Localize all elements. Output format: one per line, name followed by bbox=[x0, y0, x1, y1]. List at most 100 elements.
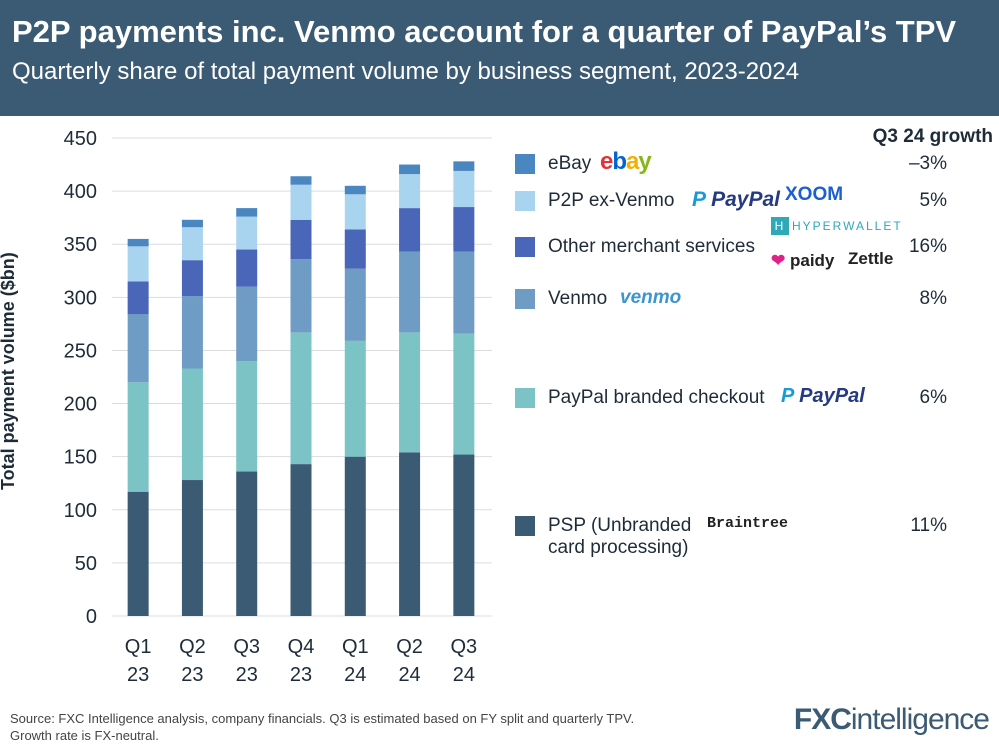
legend-swatch-venmo bbox=[515, 289, 535, 309]
bar-segment bbox=[290, 332, 312, 465]
bar-segment bbox=[344, 456, 366, 616]
hyperwallet-logo: H HYPERWALLET bbox=[771, 217, 903, 235]
x-tick-label: Q2 bbox=[396, 636, 423, 658]
footer-line1: Source: FXC Intelligence analysis, compa… bbox=[10, 711, 635, 726]
x-tick-label: Q3 bbox=[233, 636, 260, 658]
y-tick-label: 0 bbox=[86, 606, 97, 628]
bar-segment bbox=[236, 471, 258, 616]
legend-label-p2p: P2P ex-Venmo bbox=[548, 190, 675, 211]
bar-segment bbox=[344, 229, 366, 269]
legend-label-psp-line1: PSP (Unbranded bbox=[548, 515, 692, 536]
y-tick-label: 50 bbox=[75, 553, 97, 575]
bar-segment bbox=[399, 164, 421, 175]
bar-segment bbox=[181, 480, 203, 616]
legend-label-other: Other merchant services bbox=[548, 236, 755, 257]
x-tick-label: 23 bbox=[181, 664, 203, 686]
bar-segment bbox=[290, 464, 312, 616]
bar-segment bbox=[290, 184, 312, 220]
bar-segment bbox=[399, 332, 421, 453]
bar-segment bbox=[453, 170, 475, 208]
legend-label-ebay: eBay bbox=[548, 153, 592, 174]
y-tick-label: 350 bbox=[64, 234, 97, 256]
bar-segment bbox=[290, 259, 312, 333]
x-tick-label: 24 bbox=[398, 664, 420, 686]
legend-swatch-p2p bbox=[515, 191, 535, 211]
braintree-logo-text: Braintree bbox=[707, 515, 789, 532]
bar-segment bbox=[181, 260, 203, 297]
bar-segment bbox=[181, 368, 203, 481]
bar-segment bbox=[290, 176, 312, 185]
x-tick-label: 24 bbox=[453, 664, 475, 686]
bar-segment bbox=[127, 382, 149, 492]
bar-segment bbox=[290, 219, 312, 260]
footer-line2: Growth rate is FX-neutral. bbox=[10, 728, 159, 743]
x-tick-label: 23 bbox=[127, 664, 149, 686]
legend-swatch-other bbox=[515, 237, 535, 257]
legend-label-venmo: Venmo bbox=[548, 288, 608, 309]
bar-segment bbox=[236, 216, 258, 250]
x-tick-label: Q3 bbox=[451, 636, 478, 658]
growth-other: 16% bbox=[908, 236, 947, 257]
braintree-logo: Braintree bbox=[707, 515, 788, 532]
chart-title: P2P payments inc. Venmo account for a qu… bbox=[12, 14, 957, 49]
paypal-logo: P PayPal bbox=[692, 188, 780, 211]
bar-chart: 0 50 100 150 200 250 300 350 400 450 Q1 23 Q2 23 Q3 23 Q… bbox=[64, 128, 492, 686]
paypal-logo-text: PayPal bbox=[711, 188, 780, 211]
growth-p2p: 5% bbox=[919, 190, 947, 211]
paidy-logo: ❤ paidy bbox=[771, 251, 835, 270]
bar-segment bbox=[127, 246, 149, 282]
y-tick-label: 300 bbox=[64, 287, 97, 309]
bar-segment bbox=[236, 208, 258, 217]
xoom-logo: XOOM bbox=[785, 184, 843, 206]
growth-ebay: –3% bbox=[908, 153, 947, 174]
x-tick-label: 24 bbox=[344, 664, 366, 686]
paypal-checkout-logo-text: PayPal bbox=[799, 385, 865, 407]
zettle-logo-text: Zettle bbox=[848, 249, 894, 268]
y-tick-label: 250 bbox=[64, 340, 97, 362]
bar-segment bbox=[236, 361, 258, 472]
x-tick-label: 23 bbox=[290, 664, 312, 686]
brand-logo-a: FXC bbox=[793, 703, 852, 736]
y-axis-label: Total payment volume ($bn) bbox=[0, 252, 18, 490]
bar-segment bbox=[344, 268, 366, 341]
bar-segment bbox=[127, 281, 149, 315]
bar-segment bbox=[236, 249, 258, 287]
growth-psp: 11% bbox=[910, 515, 947, 536]
legend-swatch-psp bbox=[515, 516, 535, 536]
header-banner: P2P payments inc. Venmo account for a qu… bbox=[0, 0, 999, 116]
bar-segment bbox=[399, 251, 421, 333]
bar-segment bbox=[453, 161, 475, 171]
xoom-logo-text: XOOM bbox=[785, 184, 844, 205]
bar-segment bbox=[181, 227, 203, 261]
paidy-logo-text: paidy bbox=[789, 251, 835, 270]
bar-segment bbox=[236, 286, 258, 362]
bar-segment bbox=[453, 251, 475, 334]
venmo-logo: venmo bbox=[620, 287, 681, 309]
bar-segment bbox=[344, 194, 366, 230]
bar-segment bbox=[127, 238, 149, 247]
legend-swatch-checkout bbox=[515, 388, 535, 408]
bar-segment bbox=[344, 340, 366, 457]
y-tick-label: 150 bbox=[64, 447, 97, 469]
y-tick-label: 450 bbox=[64, 128, 97, 150]
y-tick-label: 100 bbox=[64, 500, 97, 522]
bar-segment bbox=[181, 219, 203, 228]
brand-logo: FXCintelligence bbox=[793, 703, 990, 737]
hyperwallet-logo-text: HYPERWALLET bbox=[792, 219, 903, 233]
zettle-logo: Zettle bbox=[848, 249, 893, 269]
bar-segment bbox=[399, 208, 421, 252]
ebay-logo: ebay bbox=[600, 148, 652, 175]
venmo-logo-text: venmo bbox=[620, 287, 682, 308]
legend-label-psp-line2: card processing) bbox=[548, 537, 689, 558]
legend-label-psp: PSP (Unbranded card processing) bbox=[548, 515, 691, 559]
x-tick-label: Q2 bbox=[179, 636, 206, 658]
footer-source: Source: FXC Intelligence analysis, compa… bbox=[10, 710, 634, 744]
bar-segment bbox=[127, 491, 149, 616]
x-tick-label: Q1 bbox=[125, 636, 152, 658]
x-tick-label: 23 bbox=[236, 664, 258, 686]
y-tick-label: 400 bbox=[64, 181, 97, 203]
legend-swatch-ebay bbox=[515, 154, 535, 174]
paypal-checkout-logo: P PayPal bbox=[781, 385, 865, 407]
brand-logo-b: intelligence bbox=[850, 703, 990, 736]
bar-segment bbox=[399, 452, 421, 616]
